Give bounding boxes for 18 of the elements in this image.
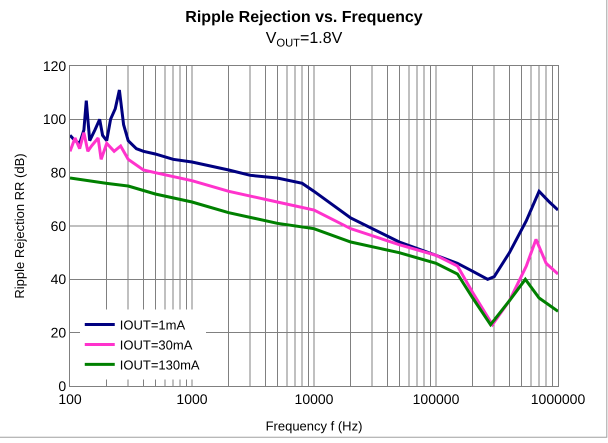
y-tick-label: 0: [58, 378, 66, 394]
x-tick-label: 10000: [294, 390, 334, 407]
legend-label: IOUT=30mA: [120, 338, 193, 353]
y-tick-label: 60: [50, 218, 66, 234]
x-tick-label: 1000: [176, 390, 208, 407]
chart-subtitle: V$_{OUT}$=1.8V: [266, 30, 343, 50]
chart-title: Ripple Rejection vs. Frequency: [185, 9, 423, 26]
y-tick-label: 40: [50, 271, 66, 288]
legend-label: IOUT=1mA: [120, 318, 186, 333]
y-tick-label: 120: [42, 58, 66, 74]
y-tick-label: 80: [50, 164, 66, 181]
y-tick-label: 100: [42, 111, 66, 128]
legend-label: IOUT=130mA: [120, 357, 200, 372]
y-axis-title: Ripple Rejection RR (dB): [12, 153, 27, 299]
x-tick-label: 100000: [412, 390, 460, 407]
x-tick-label: 1000000: [530, 390, 586, 407]
y-tick-label: 20: [50, 324, 66, 341]
x-axis-title: Frequency f (Hz): [266, 418, 362, 434]
